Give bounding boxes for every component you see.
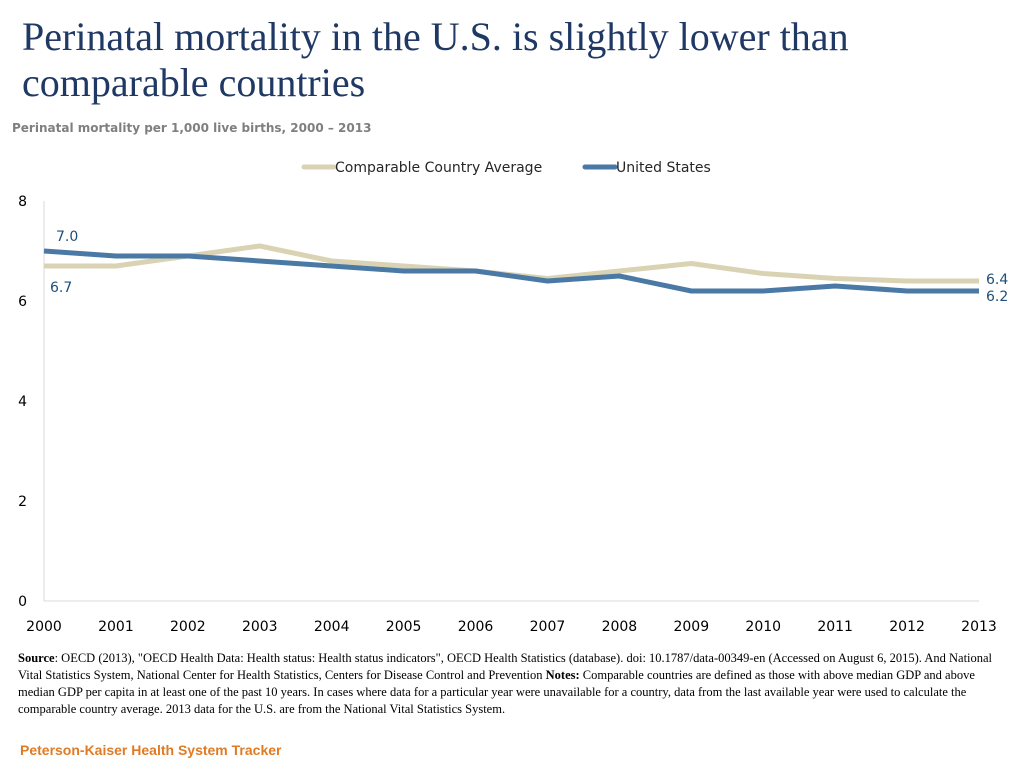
- chart-data-labels: 7.0 6.7 6.46.2: [50, 229, 1008, 305]
- x-tick-label: 2013: [961, 619, 997, 635]
- y-tick-label: 8: [18, 194, 27, 210]
- y-tick-label: 4: [18, 394, 27, 410]
- x-tick-label: 2008: [602, 619, 638, 635]
- x-tick-label: 2006: [458, 619, 494, 635]
- data-label-comparable-end: 6.4: [986, 272, 1008, 288]
- source-label: Source: [18, 651, 55, 665]
- chart-subtitle: Perinatal mortality per 1,000 live birth…: [12, 121, 372, 135]
- x-tick-label: 2003: [242, 619, 278, 635]
- x-tick-label: 2000: [26, 619, 62, 635]
- x-tick-label: 2011: [817, 619, 853, 635]
- chart-title: Perinatal mortality in the U.S. is sligh…: [22, 14, 849, 105]
- data-label-comparable-start: 6.7: [50, 280, 72, 296]
- x-tick-label: 2004: [314, 619, 350, 635]
- x-tick-label: 2002: [170, 619, 206, 635]
- legend-label-united-states: United States: [616, 160, 711, 176]
- y-tick-label: 0: [18, 594, 27, 610]
- notes-text: Comparable countries are defined as thos…: [18, 668, 975, 716]
- y-tick-label: 2: [18, 494, 27, 510]
- x-tick-label: 2001: [98, 619, 134, 635]
- x-tick-label: 2007: [530, 619, 566, 635]
- series-line-united-states: [43, 248, 979, 294]
- chart-axes: 0 2 4 6 8 2000 2001 2002 2003 2004 2005 2006 2007 200…: [18, 194, 997, 635]
- chart-legend: Comparable Country Average United States: [301, 160, 711, 176]
- x-tick-label: 2012: [889, 619, 925, 635]
- source-notes: Source: OECD (2013), "OECD Health Data: …: [18, 650, 1008, 718]
- x-tick-label: 2010: [745, 619, 781, 635]
- chart-series: [43, 243, 980, 294]
- y-tick-label: 6: [18, 294, 27, 310]
- line-chart: Comparable Country Average United States …: [18, 160, 1008, 635]
- x-tick-label: 2009: [673, 619, 709, 635]
- source-text: : OECD (2013), "OECD Health Data: Health…: [18, 651, 993, 682]
- legend-label-comparable: Comparable Country Average: [335, 160, 542, 176]
- footer-brand: Peterson-Kaiser Health System Tracker: [20, 742, 282, 758]
- notes-label: Notes:: [545, 668, 580, 682]
- data-label-us-start: 7.0: [56, 229, 78, 245]
- data-label-us-end: 6.2: [986, 289, 1008, 305]
- x-tick-label: 2005: [386, 619, 422, 635]
